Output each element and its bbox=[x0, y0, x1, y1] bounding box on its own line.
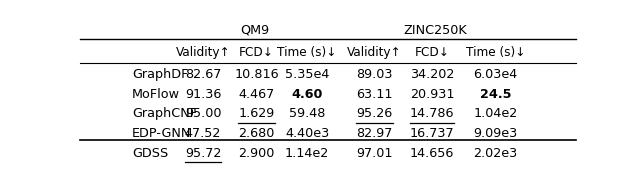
Text: EDP-GNN: EDP-GNN bbox=[132, 127, 191, 140]
Text: 16.737: 16.737 bbox=[410, 127, 454, 140]
Text: 82.67: 82.67 bbox=[185, 68, 221, 81]
Text: QM9: QM9 bbox=[241, 24, 269, 37]
Text: 47.52: 47.52 bbox=[185, 127, 221, 140]
Text: Time (s)↓: Time (s)↓ bbox=[278, 46, 337, 59]
Text: GraphDF: GraphDF bbox=[132, 68, 188, 81]
Text: 91.36: 91.36 bbox=[185, 88, 221, 101]
Text: 2.900: 2.900 bbox=[238, 147, 275, 160]
Text: GraphCNF: GraphCNF bbox=[132, 107, 197, 121]
Text: 1.04e2: 1.04e2 bbox=[474, 107, 518, 121]
Text: 14.786: 14.786 bbox=[410, 107, 454, 121]
Text: 63.11: 63.11 bbox=[356, 88, 393, 101]
Text: FCD↓: FCD↓ bbox=[239, 46, 274, 59]
Text: FCD↓: FCD↓ bbox=[415, 46, 449, 59]
Text: 4.467: 4.467 bbox=[239, 88, 275, 101]
Text: 2.680: 2.680 bbox=[238, 127, 275, 140]
Text: 9.09e3: 9.09e3 bbox=[474, 127, 518, 140]
Text: 4.40e3: 4.40e3 bbox=[285, 127, 330, 140]
Text: 24.5: 24.5 bbox=[480, 88, 511, 101]
Text: 5.35e4: 5.35e4 bbox=[285, 68, 330, 81]
Text: 14.656: 14.656 bbox=[410, 147, 454, 160]
Text: 59.48: 59.48 bbox=[289, 107, 325, 121]
Text: 95.72: 95.72 bbox=[185, 147, 221, 160]
Text: 6.03e4: 6.03e4 bbox=[474, 68, 518, 81]
Text: 10.816: 10.816 bbox=[234, 68, 279, 81]
Text: ZINC250K: ZINC250K bbox=[403, 24, 467, 37]
Text: 95.00: 95.00 bbox=[185, 107, 221, 121]
Text: MoFlow: MoFlow bbox=[132, 88, 180, 101]
Text: Validity↑: Validity↑ bbox=[348, 46, 402, 59]
Text: 1.14e2: 1.14e2 bbox=[285, 147, 330, 160]
Text: 4.60: 4.60 bbox=[291, 88, 323, 101]
Text: 95.26: 95.26 bbox=[356, 107, 393, 121]
Text: 89.03: 89.03 bbox=[356, 68, 393, 81]
Text: 82.97: 82.97 bbox=[356, 127, 393, 140]
Text: 97.01: 97.01 bbox=[356, 147, 393, 160]
Text: 34.202: 34.202 bbox=[410, 68, 454, 81]
Text: Time (s)↓: Time (s)↓ bbox=[466, 46, 525, 59]
Text: GDSS: GDSS bbox=[132, 147, 168, 160]
Text: 20.931: 20.931 bbox=[410, 88, 454, 101]
Text: 2.02e3: 2.02e3 bbox=[474, 147, 518, 160]
Text: Validity↑: Validity↑ bbox=[176, 46, 230, 59]
Text: 1.629: 1.629 bbox=[239, 107, 275, 121]
